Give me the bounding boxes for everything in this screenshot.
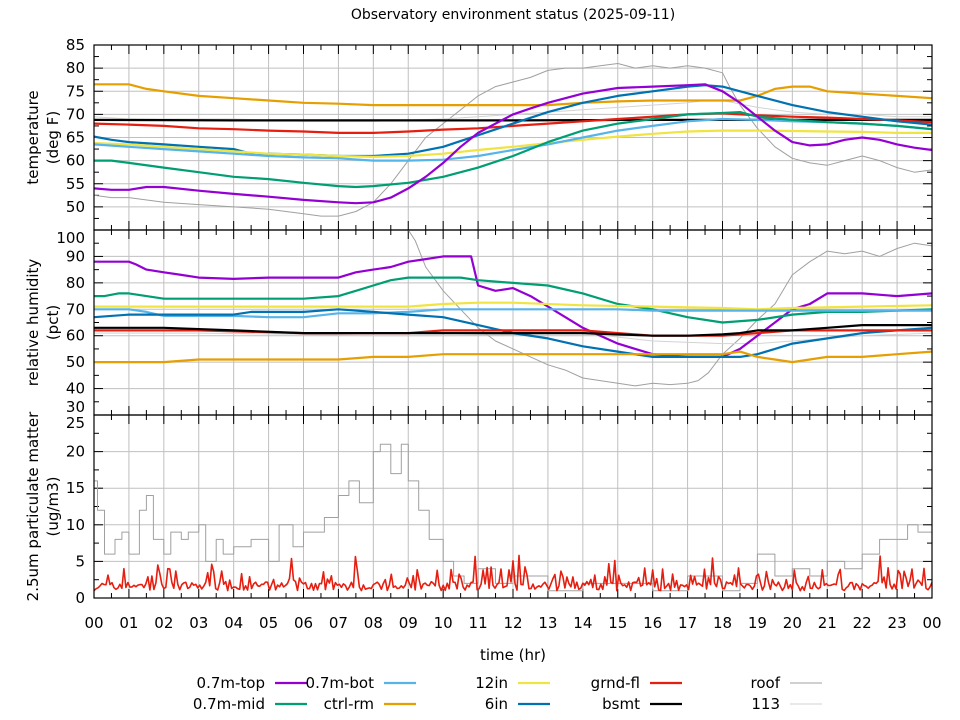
series-line-0.7m-mid [94, 111, 932, 189]
x-tick-label: 04 [224, 614, 243, 632]
y-tick-label: 80 [66, 59, 85, 77]
legend-label: 6in [485, 695, 508, 713]
legend-label: grnd-fl [591, 674, 640, 692]
series-line-6in [94, 84, 932, 158]
x-tick-label: 10 [434, 614, 453, 632]
series-line-ctrl-rm [94, 83, 932, 107]
legend-item-113: 113 [751, 695, 822, 713]
series-line-grnd-fl [94, 112, 932, 134]
x-tick-label: 23 [888, 614, 907, 632]
y-tick-label: 75 [66, 82, 85, 100]
legend-label: roof [751, 674, 781, 692]
x-tick-label: 15 [608, 614, 627, 632]
x-tick-label: 00 [922, 614, 941, 632]
series-line-6in [94, 308, 932, 358]
series-line-roof [94, 230, 932, 387]
panel-temperature: 50 55 60 65 70 75 80 85 temperature (deg F) [24, 36, 933, 231]
legend-label: bsmt [602, 695, 640, 713]
legend: 0.7m-top 0.7m-mid 0.7m-bot ctrl-rm 12in 6in gr… [193, 674, 822, 713]
x-tick-label: 12 [503, 614, 522, 632]
y-tick-label: 90 [66, 247, 85, 265]
y-tick-label: 25 [66, 414, 85, 432]
legend-item-ctrl-rm: ctrl-rm [324, 695, 416, 713]
series-line-0.7m-top [94, 83, 932, 205]
y-tick-label: 70 [66, 105, 85, 123]
legend-label: 0.7m-top [197, 674, 265, 692]
y-tick-label: 5 [75, 552, 85, 570]
y-tick-label: 50 [66, 198, 85, 216]
legend-label: 0.7m-bot [306, 674, 375, 692]
legend-item-12in: 12in [475, 674, 550, 692]
x-tick-label: 05 [259, 614, 278, 632]
legend-item-grnd-fl: grnd-fl [591, 674, 682, 692]
y-axis-label-relative-humidity: relative humidity (pct) [24, 259, 62, 387]
series-line-0.7m-bot [94, 117, 932, 162]
x-tick-label: 01 [119, 614, 138, 632]
y-tick-label: 65 [66, 129, 85, 147]
legend-item-6in: 6in [485, 695, 550, 713]
legend-item-0.7m-mid: 0.7m-mid [193, 695, 307, 713]
x-tick-label: 18 [713, 614, 732, 632]
legend-item-0.7m-bot: 0.7m-bot [306, 674, 416, 692]
y-axis-label-temperature: temperature (deg F) [24, 90, 62, 184]
series-line-ctrl-rm [94, 350, 932, 364]
plot-frame [93, 414, 933, 599]
x-tick-label: 16 [643, 614, 662, 632]
legend-label: 0.7m-mid [193, 695, 265, 713]
x-tick-label: 13 [538, 614, 557, 632]
x-tick-label: 11 [469, 614, 488, 632]
x-tick-label: 07 [329, 614, 348, 632]
series-line-roof [94, 443, 932, 592]
chart-title: Observatory environment status (2025-09-… [351, 7, 675, 23]
series-line-bsmt [94, 324, 932, 337]
legend-item-roof: roof [751, 674, 822, 692]
y-tick-label: 70 [66, 300, 85, 318]
x-tick-label: 22 [853, 614, 872, 632]
y-tick-label: 50 [66, 353, 85, 371]
legend-label: ctrl-rm [324, 695, 374, 713]
series-line-roof [94, 63, 932, 217]
legend-label: 113 [751, 695, 780, 713]
x-tick-label: 02 [154, 614, 173, 632]
x-tick-label: 17 [678, 614, 697, 632]
y-tick-label: 60 [66, 152, 85, 170]
x-tick-label: 20 [783, 614, 802, 632]
x-tick-label: 06 [294, 614, 313, 632]
panel-particulate-matter: 0 5 10 15 20 252.5um particulate matter (ug/m3… [24, 411, 933, 607]
legend-item-bsmt: bsmt [602, 695, 682, 713]
y-tick-label: 60 [66, 327, 85, 345]
legend-label: 12in [475, 674, 508, 692]
series-line-0.7m-bot [94, 308, 932, 319]
series-line-0.7m-mid [94, 276, 932, 324]
y-tick-label: 85 [66, 36, 85, 54]
x-tick-label: 14 [573, 614, 592, 632]
y-tick-label: 10 [66, 516, 85, 534]
y-tick-label: 30 [66, 398, 85, 416]
y-tick-label: 55 [66, 175, 85, 193]
y-tick-label: 40 [66, 380, 85, 398]
y-tick-label: 15 [66, 479, 85, 497]
x-tick-label: 21 [818, 614, 837, 632]
y-tick-label: 100 [56, 229, 85, 247]
y-axis-label-particulate-matter: 2.5um particulate matter (ug/m3) [24, 411, 62, 601]
x-axis-label: time (hr) [480, 646, 546, 664]
y-tick-label: 0 [75, 589, 85, 607]
y-tick-label: 20 [66, 443, 85, 461]
x-tick-label: 08 [364, 614, 383, 632]
x-tick-label: 00 [84, 614, 103, 632]
y-tick-label: 80 [66, 274, 85, 292]
x-tick-label: 19 [748, 614, 767, 632]
x-tick-label: 09 [399, 614, 418, 632]
x-tick-label: 03 [189, 614, 208, 632]
series-line-12in [94, 129, 932, 158]
series-line-12in [94, 301, 932, 311]
series-line-grnd-fl [94, 554, 932, 592]
legend-item-0.7m-top: 0.7m-top [197, 674, 307, 692]
